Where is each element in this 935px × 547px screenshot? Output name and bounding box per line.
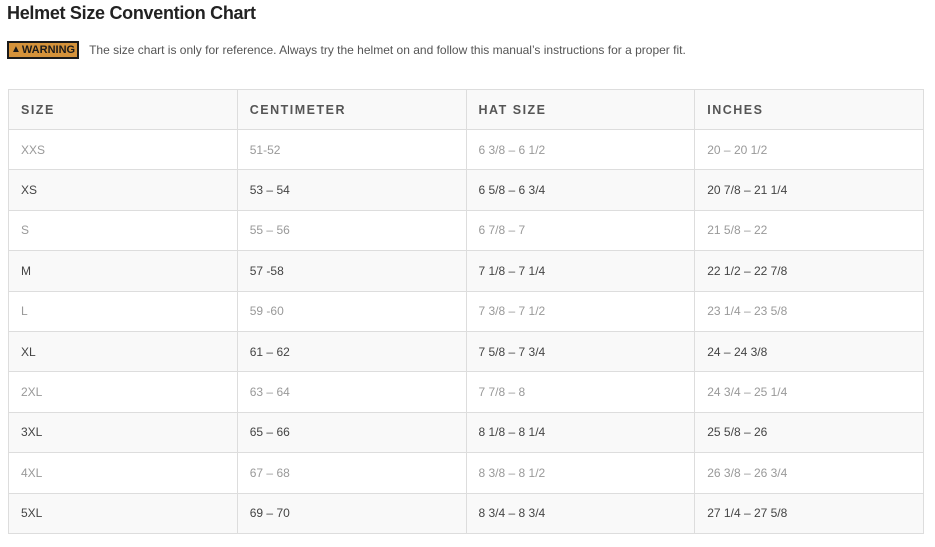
- table-cell: XL: [8, 330, 238, 373]
- table-cell: 63 – 64: [236, 371, 467, 413]
- table-row: 2XL 63 – 64 7 7/8 – 8 24 3/4 – 25 1/4: [8, 371, 924, 413]
- table-cell: 27 1/4 – 27 5/8: [694, 492, 924, 534]
- warning-badge-label: WARNING: [21, 44, 76, 56]
- table-cell: 6 3/8 – 6 1/2: [465, 128, 696, 171]
- table-row: 5XL 69 – 70 8 3/4 – 8 3/4 27 1/4 – 27 5/8: [8, 492, 924, 534]
- table-cell: 22 1/2 – 22 7/8: [694, 250, 924, 292]
- column-header: CENTIMETER: [236, 89, 467, 130]
- warning-triangle-icon: ▲: [11, 44, 21, 55]
- table-cell: 6 7/8 – 7: [465, 209, 696, 252]
- table-cell: S: [8, 209, 238, 252]
- table-cell: 61 – 62: [236, 330, 467, 373]
- size-chart-table: SIZE CENTIMETER HAT SIZE INCHES XXS 51-52 6 3…: [8, 89, 924, 534]
- table-row: XXS 51-52 6 3/8 – 6 1/2 20 – 20 1/2: [8, 128, 924, 171]
- table-cell: 3XL: [8, 411, 238, 454]
- warning-notice: ▲ WARNING The size chart is only for refe…: [7, 41, 686, 59]
- column-header: HAT SIZE: [465, 89, 696, 130]
- table-cell: 2XL: [8, 371, 238, 413]
- warning-badge: ▲ WARNING: [7, 41, 80, 59]
- table-cell: 55 – 56: [236, 209, 467, 252]
- table-cell: 67 – 68: [236, 452, 467, 494]
- table-cell: 59 -60: [236, 290, 467, 332]
- table-cell: 57 -58: [236, 250, 467, 292]
- table-cell: 25 5/8 – 26: [694, 411, 924, 454]
- table-cell: 53 – 54: [236, 169, 467, 211]
- table-cell: 7 3/8 – 7 1/2: [465, 290, 696, 332]
- table-row: 4XL 67 – 68 8 3/8 – 8 1/2 26 3/8 – 26 3/4: [8, 452, 924, 494]
- table-cell: 65 – 66: [236, 411, 467, 454]
- table-cell: 20 7/8 – 21 1/4: [694, 169, 924, 211]
- table-header-row: SIZE CENTIMETER HAT SIZE INCHES: [8, 89, 924, 130]
- table-cell: 7 1/8 – 7 1/4: [465, 250, 696, 292]
- table-cell: 21 5/8 – 22: [694, 209, 924, 252]
- table-row: 3XL 65 – 66 8 1/8 – 8 1/4 25 5/8 – 26: [8, 411, 924, 454]
- table-cell: 7 5/8 – 7 3/4: [465, 330, 696, 373]
- table-cell: 8 1/8 – 8 1/4: [465, 411, 696, 454]
- table-row: M 57 -58 7 1/8 – 7 1/4 22 1/2 – 22 7/8: [8, 250, 924, 292]
- table-cell: 20 – 20 1/2: [694, 128, 924, 171]
- page-title: Helmet Size Convention Chart: [7, 3, 256, 23]
- table-cell: 5XL: [8, 492, 238, 534]
- column-header: INCHES: [694, 89, 924, 130]
- table-cell: 8 3/4 – 8 3/4: [465, 492, 696, 534]
- table-row: XS 53 – 54 6 5/8 – 6 3/4 20 7/8 – 21 1/4: [8, 169, 924, 211]
- table-row: S 55 – 56 6 7/8 – 7 21 5/8 – 22: [8, 209, 924, 252]
- table-cell: 6 5/8 – 6 3/4: [465, 169, 696, 211]
- table-cell: XS: [8, 169, 238, 211]
- table-cell: 8 3/8 – 8 1/2: [465, 452, 696, 494]
- column-header: SIZE: [8, 89, 238, 130]
- table-cell: 24 3/4 – 25 1/4: [694, 371, 924, 413]
- table-cell: 24 – 24 3/8: [694, 330, 924, 373]
- table-cell: 4XL: [8, 452, 238, 494]
- table-cell: 7 7/8 – 8: [465, 371, 696, 413]
- warning-text: The size chart is only for reference. Al…: [89, 43, 686, 57]
- table-row: XL 61 – 62 7 5/8 – 7 3/4 24 – 24 3/8: [8, 330, 924, 373]
- table-cell: M: [8, 250, 238, 292]
- table-cell: 51-52: [236, 128, 467, 171]
- table-row: L 59 -60 7 3/8 – 7 1/2 23 1/4 – 23 5/8: [8, 290, 924, 332]
- table-cell: XXS: [8, 128, 238, 171]
- table-cell: 26 3/8 – 26 3/4: [694, 452, 924, 494]
- table-cell: 69 – 70: [236, 492, 467, 534]
- table-cell: 23 1/4 – 23 5/8: [694, 290, 924, 332]
- table-cell: L: [8, 290, 238, 332]
